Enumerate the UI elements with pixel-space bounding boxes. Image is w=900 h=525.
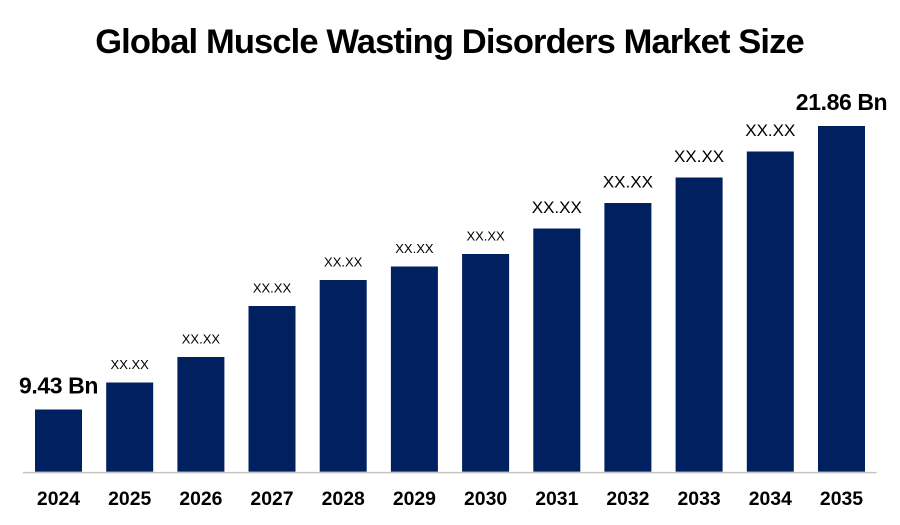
bar-2030 — [462, 254, 510, 472]
bar-2033 — [675, 177, 723, 472]
x-axis-label-2031: 2031 — [535, 488, 578, 510]
value-label-2033: XX.XX — [674, 147, 724, 166]
value-label-2030: XX.XX — [466, 229, 505, 244]
bar-2032 — [604, 203, 652, 472]
bar-2026 — [177, 357, 225, 472]
x-axis-label-2032: 2032 — [606, 488, 649, 510]
x-axis-label-2035: 2035 — [820, 488, 863, 510]
x-axis-label-2024: 2024 — [37, 488, 80, 510]
value-label-2035: 21.86 Bn — [796, 89, 887, 115]
value-label-2024: 9.43 Bn — [19, 372, 98, 398]
bars-group — [35, 126, 865, 472]
x-axis-label-2025: 2025 — [108, 488, 151, 510]
bar-2025 — [106, 382, 154, 472]
value-label-2026: XX.XX — [182, 332, 221, 347]
bar-2024 — [35, 409, 82, 472]
bar-2035 — [818, 126, 865, 472]
value-label-2028: XX.XX — [324, 255, 363, 270]
value-labels-group: 9.43 Bn XX.XX XX.XX XX.XX XX.XX XX.XX XX.XX XX.… — [19, 89, 888, 398]
x-axis-label-2029: 2029 — [393, 488, 436, 510]
x-axis-label-2027: 2027 — [250, 488, 293, 510]
value-label-2031: XX.XX — [532, 198, 582, 217]
x-axis-labels-group: 2024 2025 2026 2027 2028 2029 2030 2031 2032 2033… — [37, 488, 863, 510]
value-label-2025: XX.XX — [111, 357, 150, 372]
bar-2034 — [746, 151, 794, 472]
x-axis-label-2033: 2033 — [678, 488, 721, 510]
bar-2027 — [248, 306, 296, 472]
bar-2031 — [533, 228, 581, 472]
x-axis-label-2034: 2034 — [749, 488, 792, 510]
value-label-2032: XX.XX — [603, 173, 653, 192]
value-label-2034: XX.XX — [745, 121, 795, 140]
x-axis-label-2028: 2028 — [322, 488, 365, 510]
x-axis-label-2026: 2026 — [179, 488, 222, 510]
x-axis-label-2030: 2030 — [464, 488, 507, 510]
bar-2028 — [319, 280, 367, 472]
value-label-2029: XX.XX — [395, 241, 434, 256]
bar-2029 — [390, 266, 438, 472]
value-label-2027: XX.XX — [253, 281, 292, 296]
chart-title: Global Muscle Wasting Disorders Market S… — [95, 23, 804, 61]
